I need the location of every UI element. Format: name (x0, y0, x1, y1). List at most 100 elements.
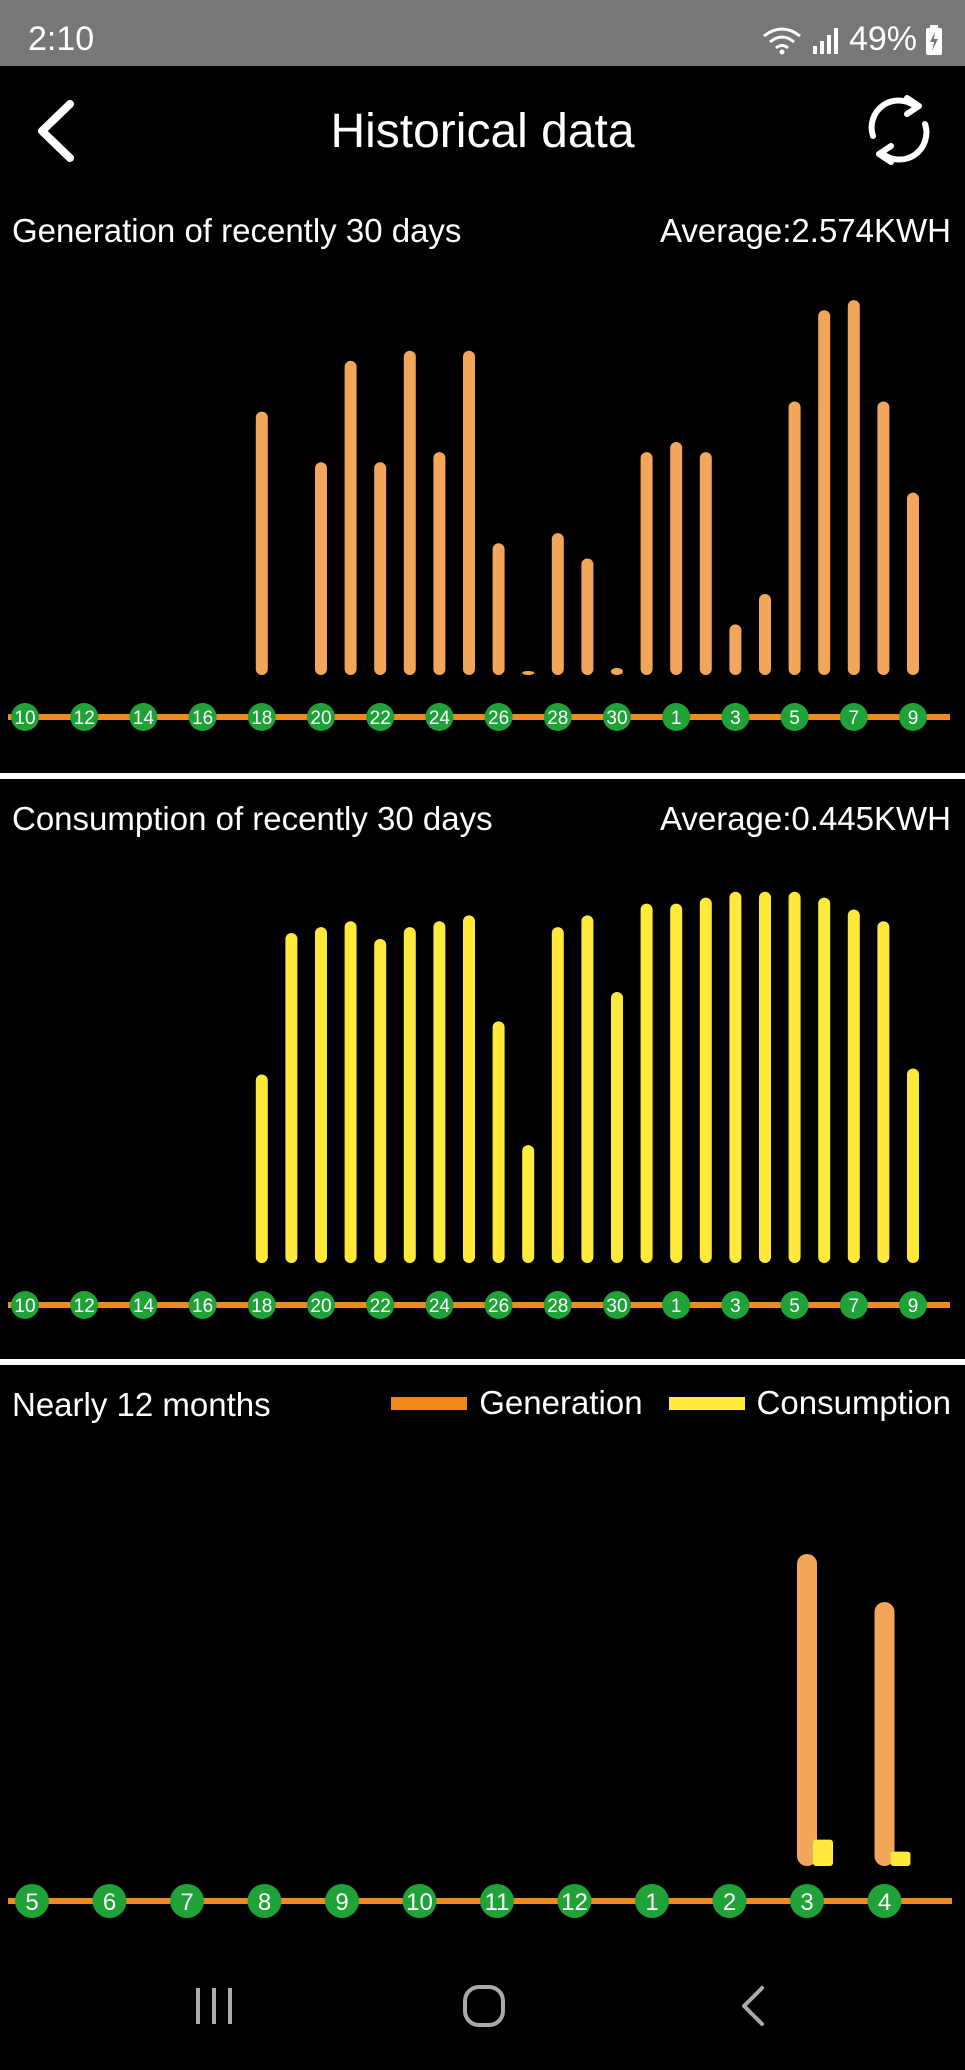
x-tick-label: 28 (547, 1296, 568, 1317)
monthly-legend: Generation Consumption (365, 1384, 951, 1422)
x-tick-node (603, 1291, 631, 1319)
x-tick-label: 24 (429, 708, 451, 729)
bar-19 (285, 933, 298, 1263)
bar-27 (522, 670, 535, 675)
x-tick-node (11, 703, 39, 731)
x-tick-label: 7 (849, 1296, 860, 1317)
x-tick-node (129, 1291, 158, 1319)
x-tick-label: 9 (335, 1889, 348, 1916)
x-tick-node (721, 1291, 750, 1319)
bar-21 (344, 921, 357, 1263)
x-tick-label: 7 (180, 1889, 193, 1916)
x-tick-label: 6 (103, 1889, 116, 1916)
x-tick-node (543, 1291, 572, 1319)
consumption-bar-4 (890, 1851, 911, 1866)
bar-31 (640, 452, 653, 675)
bar-23 (403, 927, 416, 1263)
page-title: Historical data (330, 105, 635, 158)
generation-bar-3 (797, 1554, 817, 1866)
x-tick-label: 18 (251, 1296, 272, 1317)
refresh-icon[interactable] (859, 90, 939, 170)
x-tick-label: 12 (74, 1296, 95, 1317)
bar-8 (877, 401, 890, 675)
x-tick-node (425, 703, 454, 731)
x-tick-node (780, 1291, 809, 1319)
x-tick-node (839, 1291, 868, 1319)
legend-consumption-label: Consumption (756, 1384, 951, 1421)
system-nav-bar (0, 1950, 965, 2070)
x-tick-node (839, 703, 868, 731)
x-tick-node (247, 1291, 276, 1319)
bar-18 (255, 411, 268, 675)
generation-title: Generation of recently 30 days (12, 212, 462, 249)
bar-30 (611, 667, 623, 675)
x-tick-node (366, 1291, 395, 1319)
home-icon[interactable] (462, 1984, 506, 2028)
bar-2 (699, 897, 712, 1263)
bar-1 (670, 441, 683, 675)
bar-2 (699, 452, 712, 675)
x-tick-node (188, 1291, 217, 1319)
x-tick-node (307, 1291, 335, 1319)
x-tick-label: 9 (908, 1296, 919, 1317)
bar-25 (463, 915, 475, 1263)
x-tick-label: 4 (878, 1889, 891, 1916)
x-tick-node (603, 703, 631, 731)
x-tick-node (247, 703, 276, 731)
bar-22 (374, 938, 387, 1263)
x-tick-label: 30 (606, 708, 627, 729)
x-tick-node (867, 1884, 902, 1918)
legend-generation: Generation (391, 1384, 643, 1422)
x-tick-node (557, 1884, 592, 1918)
bar-4 (759, 891, 771, 1263)
x-tick-node (484, 1291, 513, 1319)
x-tick-node (70, 703, 99, 731)
consumption-average: Average:0.445KWH (659, 800, 951, 837)
x-tick-node (721, 703, 750, 731)
bar-20 (315, 462, 327, 675)
x-tick-label: 9 (908, 708, 919, 729)
x-tick-node (70, 1291, 99, 1319)
x-tick-label: 1 (645, 1889, 658, 1916)
x-tick-label: 12 (74, 708, 95, 729)
bar-9 (907, 492, 919, 675)
bar-4 (759, 593, 771, 675)
legend-generation-label: Generation (479, 1384, 643, 1421)
back-icon[interactable] (28, 96, 88, 166)
x-tick-label: 10 (406, 1889, 433, 1916)
x-tick-node (899, 703, 927, 731)
legend-consumption: Consumption (668, 1384, 951, 1422)
x-tick-label: 12 (561, 1889, 588, 1916)
x-tick-label: 3 (730, 708, 741, 729)
bar-23 (403, 350, 416, 675)
legend-generation-swatch (391, 1396, 468, 1410)
bar-26 (492, 543, 505, 675)
x-tick-node (247, 1884, 282, 1918)
x-tick-node (712, 1884, 747, 1918)
x-tick-node (92, 1884, 127, 1918)
x-tick-label: 28 (547, 708, 568, 729)
x-tick-node (480, 1884, 514, 1918)
bar-7 (847, 909, 860, 1263)
x-tick-label: 1 (671, 708, 682, 729)
system-back-icon[interactable] (738, 1984, 768, 2028)
x-tick-label: 14 (133, 708, 155, 729)
wifi-icon (763, 27, 801, 54)
x-tick-node (662, 703, 691, 731)
bar-25 (463, 350, 475, 675)
x-tick-node (635, 1884, 669, 1918)
x-tick-label: 16 (192, 1296, 213, 1317)
recent-apps-icon[interactable] (192, 1986, 236, 2026)
bar-1 (670, 903, 683, 1263)
x-tick-node (366, 703, 395, 731)
x-tick-label: 26 (488, 708, 509, 729)
x-tick-node (780, 703, 809, 731)
bar-22 (374, 462, 387, 675)
x-tick-label: 10 (14, 1296, 35, 1317)
bar-28 (551, 533, 564, 675)
legend-consumption-swatch (668, 1396, 745, 1410)
x-tick-label: 11 (485, 1889, 510, 1916)
monthly-title: Nearly 12 months (12, 1386, 271, 1423)
x-tick-label: 20 (310, 708, 331, 729)
